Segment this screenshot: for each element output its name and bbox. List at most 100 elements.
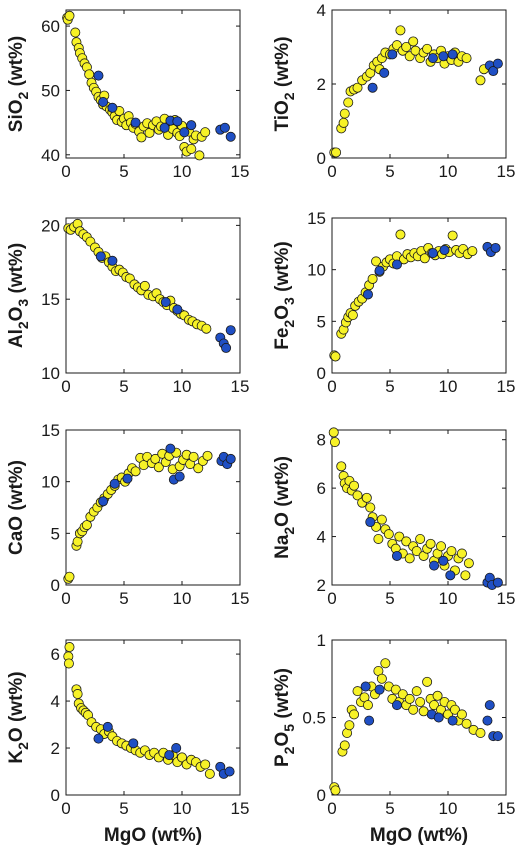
- data-point: [107, 255, 118, 266]
- x-tick-label: 15: [497, 799, 516, 818]
- y-axis-label: TiO2 (wt%): [272, 36, 297, 131]
- y-axis-label: SiO2 (wt%): [6, 36, 31, 132]
- data-point: [349, 480, 360, 491]
- data-point: [200, 759, 211, 770]
- yellow-series: [62, 10, 211, 161]
- data-point: [336, 461, 347, 472]
- data-point: [411, 686, 422, 697]
- y-label-text: (wt%): [6, 243, 27, 299]
- data-point: [447, 230, 458, 241]
- data-point: [408, 36, 419, 47]
- y-tick-label: 10: [41, 473, 60, 492]
- data-point: [404, 553, 415, 564]
- y-tick-label: 6: [51, 645, 60, 664]
- data-point: [159, 122, 170, 133]
- data-point: [374, 684, 385, 695]
- y-label-text: (wt%): [272, 241, 293, 297]
- y-label-text: (wt%): [272, 668, 293, 724]
- y-label-subscript: 5: [281, 724, 297, 732]
- data-point: [136, 132, 147, 143]
- x-tick-label: 5: [119, 799, 128, 818]
- y-label-subscript: 2: [15, 742, 31, 750]
- blue-series: [93, 721, 235, 779]
- data-point: [446, 546, 457, 557]
- data-point: [330, 351, 341, 362]
- data-point: [360, 681, 371, 692]
- x-tick-label: 5: [119, 377, 128, 396]
- data-point: [352, 686, 363, 697]
- data-point: [95, 251, 106, 262]
- data-point: [376, 673, 387, 684]
- data-point: [365, 502, 376, 513]
- y-tick-label: 0: [51, 786, 60, 805]
- scatter-panel-4: 0 5 10 15 0 5 10 15 Fe2O3 (wt%): [272, 209, 515, 396]
- data-point: [344, 720, 355, 731]
- y-label-text: P: [272, 754, 293, 767]
- data-point: [376, 514, 387, 525]
- data-point: [361, 492, 372, 503]
- x-tick-label: 5: [119, 589, 128, 608]
- y-tick-label: 1: [317, 631, 326, 650]
- data-point: [186, 143, 197, 154]
- data-point: [475, 75, 486, 86]
- data-point: [72, 536, 83, 547]
- y-tick-label: 0: [317, 149, 326, 168]
- yellow-series: [63, 447, 213, 584]
- data-point: [130, 117, 141, 128]
- y-tick-label: 0: [317, 364, 326, 383]
- data-point: [330, 785, 341, 796]
- y-tick-label: 4: [317, 528, 326, 547]
- data-point: [371, 256, 382, 267]
- data-point: [328, 427, 339, 438]
- data-point: [447, 49, 458, 60]
- data-point: [331, 147, 342, 158]
- data-point: [174, 471, 185, 482]
- y-label-text: (wt%): [6, 671, 27, 727]
- y-tick-label: 2: [317, 576, 326, 595]
- data-point: [200, 127, 211, 138]
- y-label-text: O: [272, 732, 293, 747]
- y-axis-label: CaO (wt%): [6, 460, 27, 555]
- data-point: [432, 690, 443, 701]
- axes-frame: [65, 9, 241, 159]
- data-point: [93, 733, 104, 744]
- x-tick-label: 5: [385, 162, 394, 181]
- data-point: [339, 108, 350, 119]
- data-point: [433, 712, 444, 723]
- y-label-subscript: 2: [281, 320, 297, 328]
- data-point: [109, 478, 120, 489]
- data-point: [460, 570, 471, 581]
- x-tick-label: 15: [497, 377, 516, 396]
- y-label-subscript: 2: [281, 527, 297, 535]
- y-tick-label: 10: [307, 261, 326, 280]
- y-label-text: O: [6, 727, 27, 742]
- scatter-panel-3: 0 5 10 15 10 15 20 Al2O3 (wt%): [6, 216, 249, 396]
- axes-frame: [331, 639, 507, 796]
- data-point: [64, 642, 75, 653]
- data-point: [429, 560, 440, 571]
- y-label-text: Al: [6, 329, 27, 348]
- data-point: [397, 689, 408, 700]
- data-point: [425, 538, 436, 549]
- data-point: [365, 517, 376, 528]
- data-point: [439, 245, 450, 256]
- data-point: [467, 246, 478, 257]
- data-point: [438, 555, 449, 566]
- x-tick-label: 10: [439, 799, 458, 818]
- y-tick-label: 15: [41, 421, 60, 440]
- data-point: [84, 69, 95, 80]
- data-point: [362, 289, 373, 300]
- data-point: [445, 570, 456, 581]
- y-tick-label: 2: [51, 739, 60, 758]
- data-point: [107, 102, 118, 113]
- data-point: [225, 325, 236, 336]
- data-point: [419, 253, 430, 264]
- data-point: [408, 704, 419, 715]
- data-point: [438, 51, 449, 62]
- y-label-subscript: 3: [15, 299, 31, 307]
- data-point: [72, 689, 83, 700]
- data-point: [422, 676, 433, 687]
- x-tick-label: 10: [173, 799, 192, 818]
- yellow-series: [329, 25, 489, 158]
